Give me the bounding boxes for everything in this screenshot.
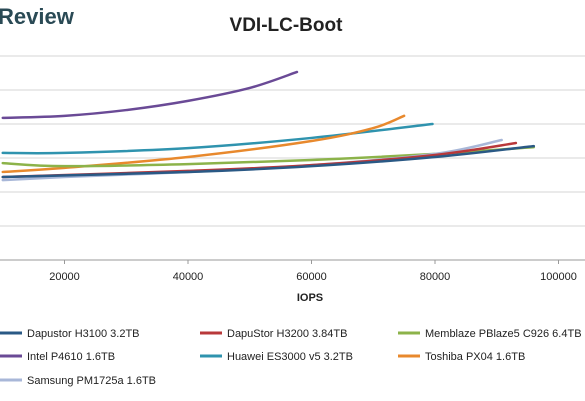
x-axis-label: IOPS bbox=[297, 292, 323, 304]
legend-label: Memblaze PBlaze5 C926 6.4TB bbox=[425, 328, 582, 340]
legend-label: Intel P4610 1.6TB bbox=[27, 351, 115, 363]
series-line bbox=[1, 114, 406, 174]
legend-label: Samsung PM1725a 1.6TB bbox=[27, 375, 156, 387]
legend-label: Toshiba PX04 1.6TB bbox=[425, 351, 525, 363]
plot-area bbox=[1, 70, 536, 182]
x-tick-label: 80000 bbox=[420, 271, 451, 283]
legend-label: Dapustor H3100 3.2TB bbox=[27, 328, 140, 340]
x-tick-label: 40000 bbox=[173, 271, 204, 283]
series-line bbox=[1, 144, 536, 179]
legend-label: DapuStor H3200 3.84TB bbox=[227, 328, 347, 340]
x-tick-label: 60000 bbox=[296, 271, 327, 283]
chart-title: VDI-LC-Boot bbox=[230, 15, 344, 36]
legend-label: Huawei ES3000 v5 3.2TB bbox=[227, 351, 353, 363]
grid: 20000 40000 60000 80000 100000 bbox=[0, 55, 585, 283]
logo: Review bbox=[0, 4, 75, 29]
x-tick-label: 100000 bbox=[540, 271, 577, 283]
legend: Dapustor H3100 3.2TB DapuStor H3200 3.84T… bbox=[0, 328, 582, 387]
x-tick-label: 20000 bbox=[49, 271, 80, 283]
series-line bbox=[1, 70, 299, 120]
